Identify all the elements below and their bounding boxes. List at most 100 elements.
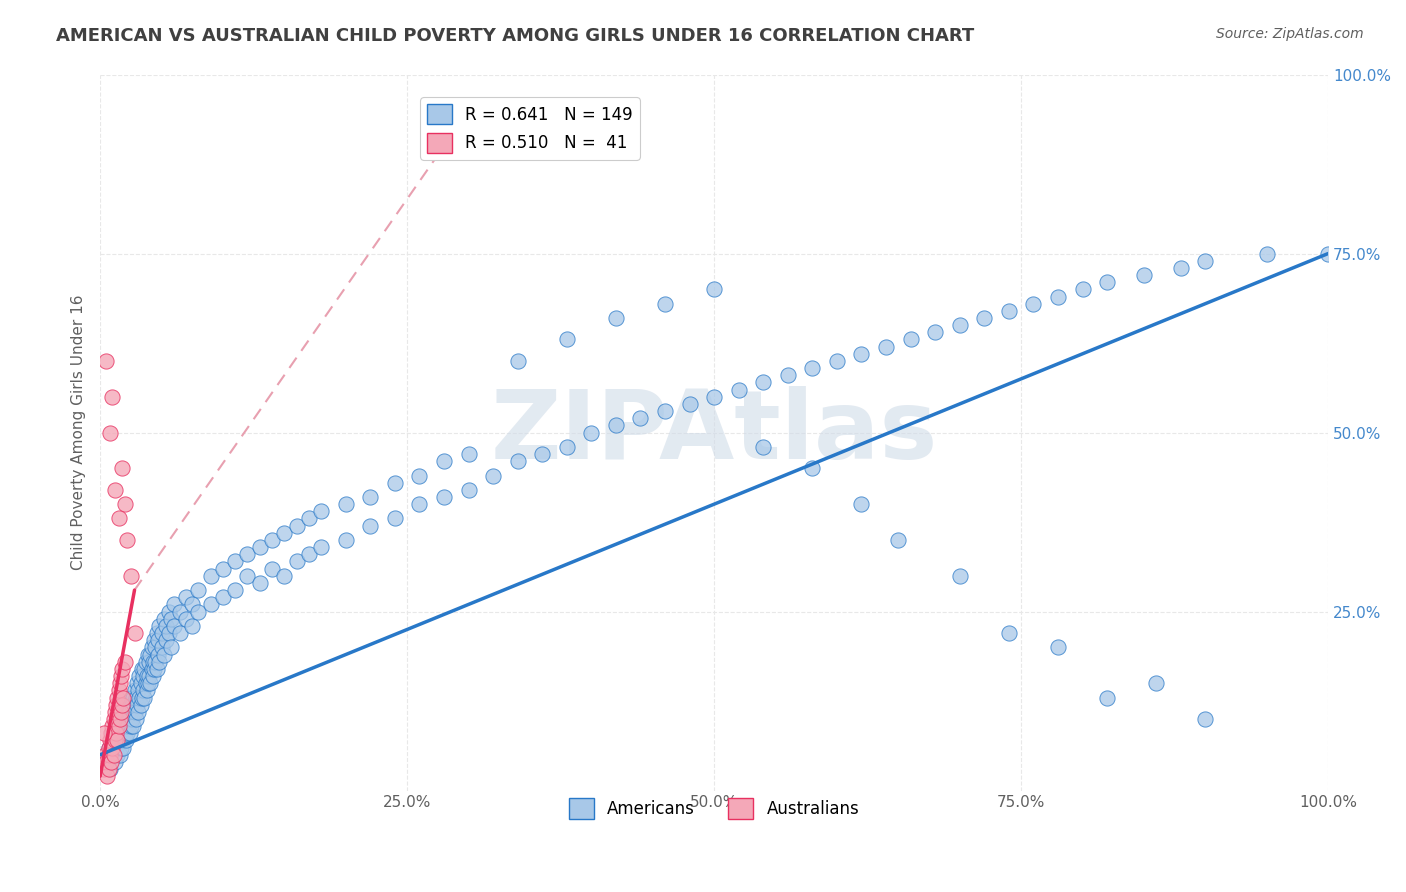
Point <box>117 705 139 719</box>
Point <box>153 612 176 626</box>
Point <box>132 669 155 683</box>
Point <box>122 690 145 705</box>
Point <box>1095 690 1118 705</box>
Point <box>142 655 165 669</box>
Point <box>108 726 131 740</box>
Point <box>146 648 169 662</box>
Point <box>157 626 180 640</box>
Point <box>1256 246 1278 260</box>
Point <box>200 598 222 612</box>
Point <box>875 340 897 354</box>
Point <box>125 698 148 712</box>
Point <box>105 726 128 740</box>
Point <box>115 698 138 712</box>
Point <box>98 747 121 762</box>
Point <box>105 698 128 712</box>
Point <box>146 633 169 648</box>
Point <box>924 326 946 340</box>
Point <box>187 583 209 598</box>
Point <box>335 533 357 547</box>
Point <box>108 747 131 762</box>
Point <box>105 733 128 747</box>
Point <box>129 698 152 712</box>
Point <box>103 712 125 726</box>
Point <box>298 511 321 525</box>
Point <box>134 662 156 676</box>
Text: AMERICAN VS AUSTRALIAN CHILD POVERTY AMONG GIRLS UNDER 16 CORRELATION CHART: AMERICAN VS AUSTRALIAN CHILD POVERTY AMO… <box>56 27 974 45</box>
Point <box>141 640 163 655</box>
Point <box>127 683 149 698</box>
Point <box>141 662 163 676</box>
Point <box>104 733 127 747</box>
Point <box>174 591 197 605</box>
Point <box>169 605 191 619</box>
Point <box>135 683 157 698</box>
Point <box>531 447 554 461</box>
Point <box>949 568 972 582</box>
Point <box>433 490 456 504</box>
Point <box>1046 289 1069 303</box>
Point <box>359 490 381 504</box>
Point <box>135 655 157 669</box>
Point <box>124 683 146 698</box>
Point <box>408 497 430 511</box>
Point <box>145 640 167 655</box>
Point <box>125 676 148 690</box>
Point <box>973 310 995 325</box>
Point <box>105 747 128 762</box>
Point <box>107 733 129 747</box>
Point <box>236 547 259 561</box>
Point <box>506 354 529 368</box>
Point <box>120 690 142 705</box>
Point <box>1170 260 1192 275</box>
Point <box>105 690 128 705</box>
Point <box>128 669 150 683</box>
Point <box>131 690 153 705</box>
Point <box>114 497 136 511</box>
Point <box>150 640 173 655</box>
Point <box>103 747 125 762</box>
Point <box>825 354 848 368</box>
Point <box>273 525 295 540</box>
Point <box>1144 676 1167 690</box>
Point <box>138 669 160 683</box>
Point <box>143 662 166 676</box>
Point <box>93 726 115 740</box>
Point <box>298 547 321 561</box>
Point <box>105 740 128 755</box>
Point <box>1194 253 1216 268</box>
Point <box>506 454 529 468</box>
Point <box>187 605 209 619</box>
Point <box>998 303 1021 318</box>
Point <box>135 676 157 690</box>
Point <box>482 468 505 483</box>
Point <box>115 719 138 733</box>
Point <box>110 740 132 755</box>
Point <box>433 454 456 468</box>
Point <box>135 669 157 683</box>
Point <box>100 726 122 740</box>
Point <box>101 726 124 740</box>
Point <box>111 662 134 676</box>
Point <box>96 354 118 368</box>
Point <box>155 619 177 633</box>
Point <box>131 662 153 676</box>
Point <box>107 683 129 698</box>
Point <box>181 619 204 633</box>
Point <box>1133 268 1156 282</box>
Point <box>236 568 259 582</box>
Point <box>555 333 578 347</box>
Point <box>97 740 120 755</box>
Point <box>1194 712 1216 726</box>
Point <box>155 633 177 648</box>
Point <box>163 598 186 612</box>
Point <box>555 440 578 454</box>
Point <box>157 605 180 619</box>
Point <box>128 690 150 705</box>
Point <box>384 511 406 525</box>
Point <box>160 612 183 626</box>
Point <box>727 383 749 397</box>
Point <box>94 747 117 762</box>
Point <box>114 705 136 719</box>
Point <box>101 740 124 755</box>
